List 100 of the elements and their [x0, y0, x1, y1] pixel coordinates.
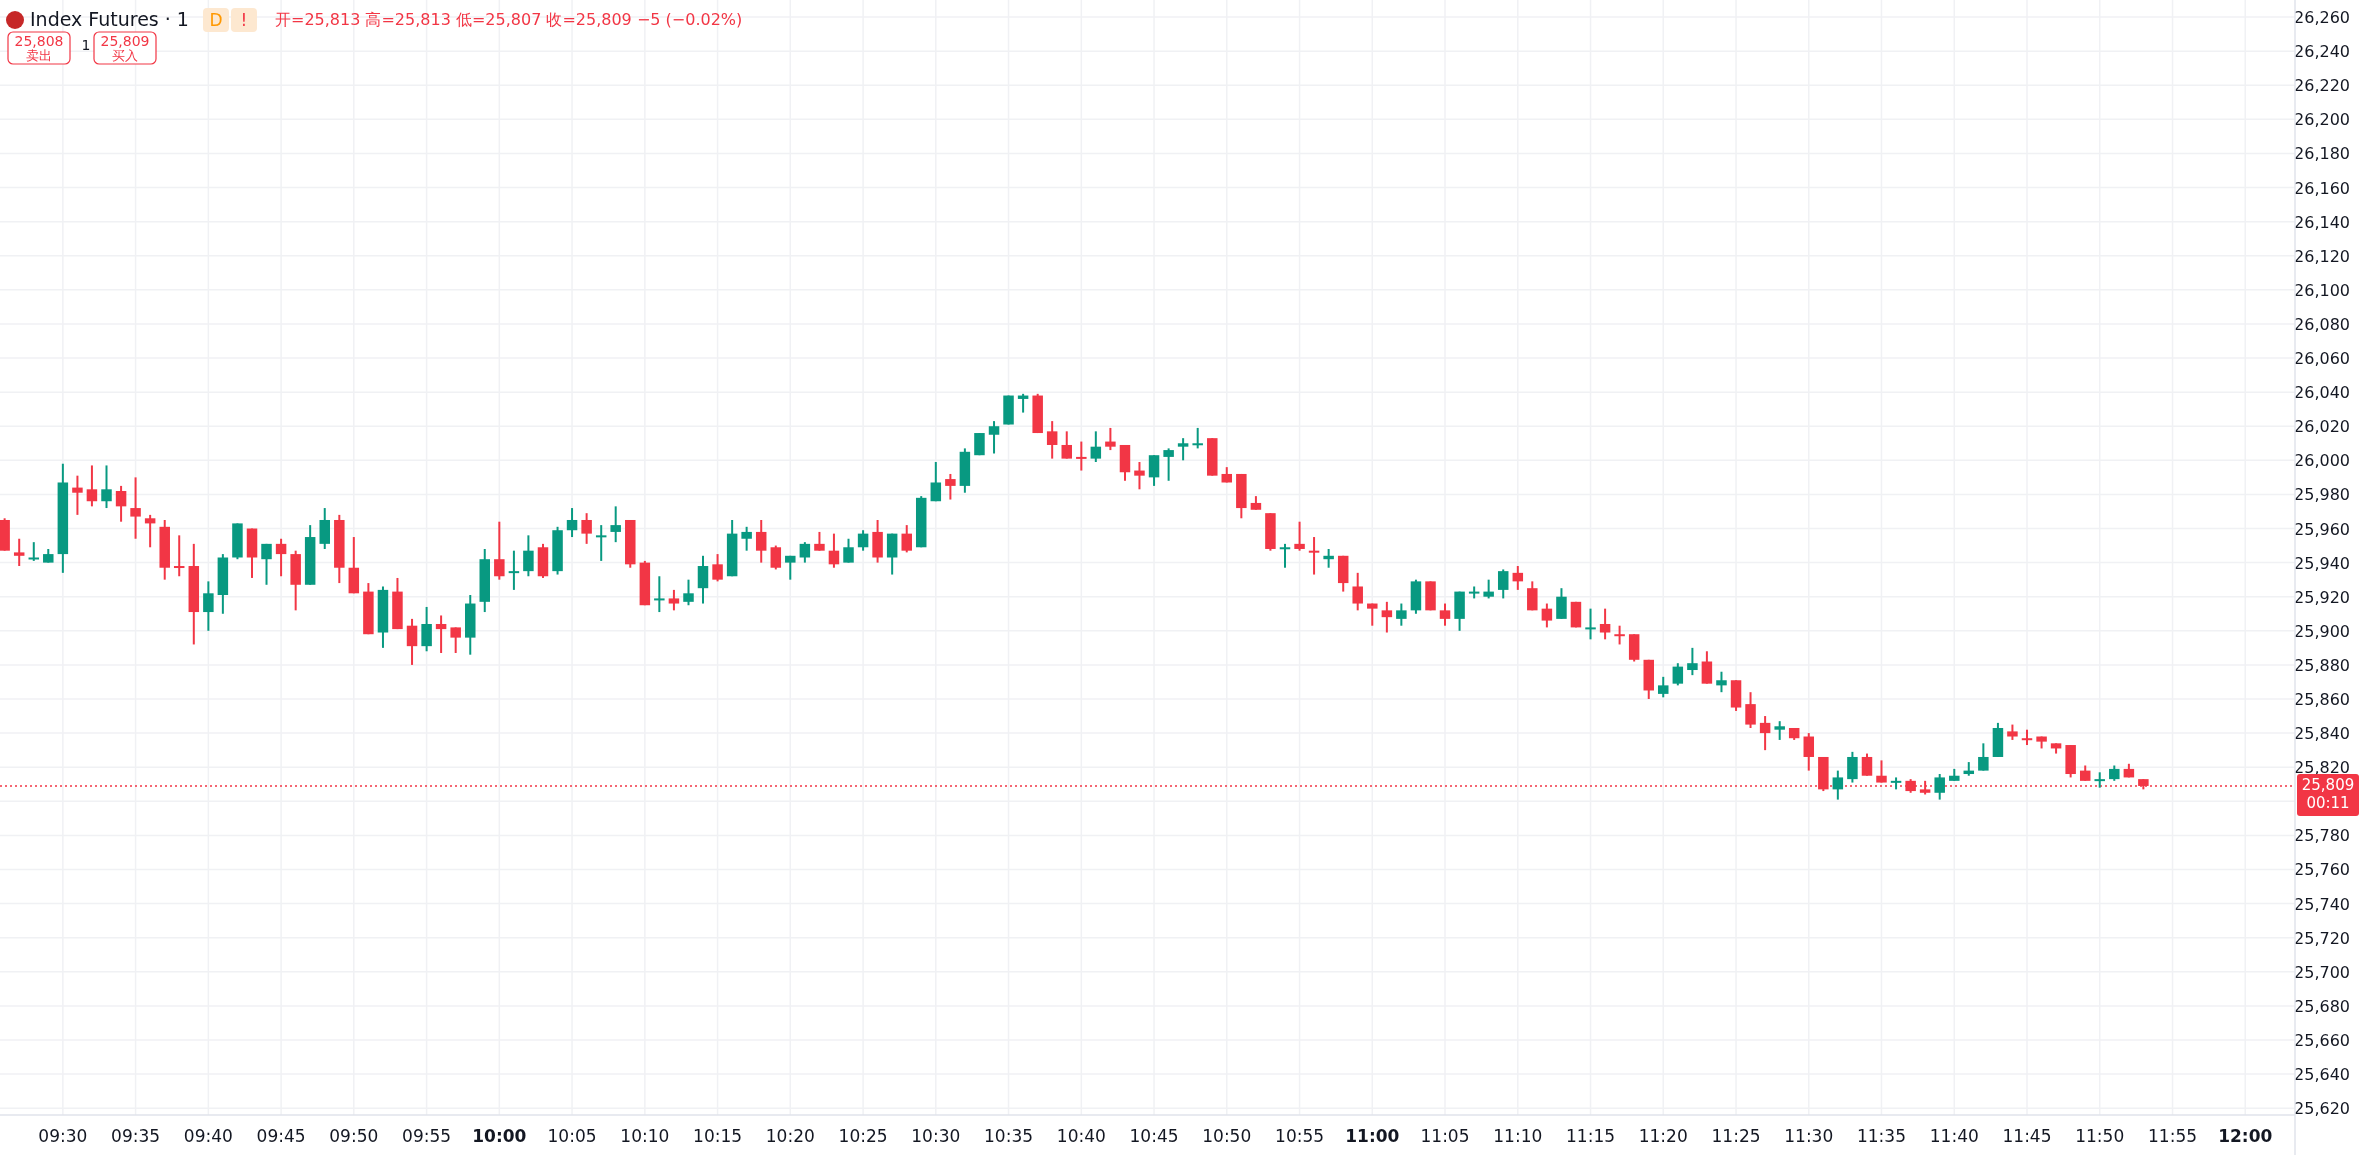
y-tick-label: 26,060 [2294, 349, 2350, 369]
y-tick-label: 25,900 [2294, 621, 2350, 641]
candlestick [988, 420, 1000, 455]
x-tick-label: 11:25 [1711, 1126, 1761, 1146]
y-tick-label: 26,240 [2294, 42, 2350, 62]
x-tick-label: 11:20 [1638, 1126, 1688, 1146]
y-tick-label: 26,180 [2294, 144, 2350, 164]
candlestick [1657, 675, 1669, 699]
candlestick [566, 507, 578, 539]
candlestick [697, 554, 709, 605]
x-tick-label: 11:45 [2002, 1126, 2052, 1146]
y-tick-label: 26,200 [2294, 110, 2350, 130]
x-tick-label: 09:35 [111, 1126, 161, 1146]
candlestick [203, 580, 214, 632]
candlestick [1090, 430, 1102, 464]
y-tick-label: 25,860 [2294, 690, 2350, 710]
candlestick [1585, 607, 1596, 641]
x-tick-label: 10:55 [1275, 1126, 1325, 1146]
candlestick [144, 513, 156, 549]
candlestick [72, 474, 83, 516]
y-tick-label: 25,940 [2294, 553, 2350, 573]
candlestick [101, 464, 112, 510]
y-tick-label: 25,700 [2294, 962, 2350, 982]
candlestick [1745, 691, 1756, 729]
x-tick-label: 11:10 [1493, 1126, 1543, 1146]
candlestick [1177, 437, 1189, 462]
candlestick [814, 530, 825, 552]
candlestick [1759, 715, 1771, 752]
chart-title: Index Futures · 1 [30, 8, 189, 30]
ref-line-label: 25,809 00:11 [2301, 775, 2355, 812]
x-tick-label: 10:45 [1129, 1126, 1179, 1146]
y-tick-label: 25,920 [2294, 587, 2350, 607]
candlestick [450, 626, 461, 654]
candlestick [1076, 440, 1087, 472]
x-tick-label: 11:30 [1784, 1126, 1834, 1146]
candlestick [1934, 773, 1945, 801]
y-tick-label: 26,080 [2294, 314, 2350, 334]
x-tick-label: 10:05 [547, 1126, 597, 1146]
candlestick [1497, 568, 1509, 600]
candlestick [1876, 759, 1887, 784]
candlestick [1148, 454, 1160, 487]
y-tick-label: 26,220 [2294, 76, 2350, 96]
candlestick [1803, 732, 1815, 772]
x-tick-label: 10:30 [911, 1126, 961, 1146]
y-tick-label: 25,780 [2294, 826, 2350, 846]
candlestick [1978, 742, 1989, 772]
y-tick-label: 26,140 [2294, 212, 2350, 232]
y-tick-label: 25,640 [2294, 1065, 2350, 1085]
x-tick-label: 11:15 [1566, 1126, 1616, 1146]
candlestick [13, 537, 25, 568]
candlestick [28, 541, 40, 562]
x-tick-label: 09:40 [183, 1126, 233, 1146]
x-tick-label: 10:40 [1056, 1126, 1106, 1146]
candlestick [1352, 571, 1363, 612]
x-tick-label: 12:00 [2218, 1126, 2273, 1146]
candlestick [1046, 420, 1058, 460]
candlestick [828, 532, 840, 569]
candlestick [668, 588, 680, 612]
annotation: 1 [81, 37, 91, 53]
candlestick [712, 553, 723, 583]
candlestick [741, 525, 752, 552]
candlestick [508, 549, 520, 591]
candlestick [1294, 520, 1305, 552]
candlestick [930, 461, 942, 503]
candlestick [1614, 624, 1625, 646]
candlestick [1774, 720, 1785, 741]
y-tick-label: 25,880 [2294, 655, 2350, 675]
candlestick [1701, 650, 1713, 685]
annotation: 25,809 买入 [100, 33, 150, 63]
candlestick [857, 529, 869, 552]
x-tick-label: 11:05 [1420, 1126, 1470, 1146]
candlestick [173, 534, 185, 578]
x-tick-label: 11:35 [1856, 1126, 1906, 1146]
candlestick [1483, 578, 1494, 600]
candlestick [1832, 769, 1844, 801]
candlestick [523, 534, 534, 578]
y-tick-label: 25,960 [2294, 519, 2350, 539]
candlestick [1672, 662, 1684, 687]
candlestick [755, 518, 767, 564]
candlestick [421, 605, 432, 653]
x-tick-label: 10:00 [472, 1126, 527, 1146]
candlestick [1512, 565, 1524, 591]
candlestick [1541, 602, 1553, 629]
x-tick-label: 09:50 [329, 1126, 379, 1146]
x-tick-label: 11:55 [2148, 1126, 2198, 1146]
y-tick-label: 25,620 [2294, 1099, 2350, 1119]
candlestick [843, 537, 854, 564]
candlestick [1716, 670, 1727, 694]
y-tick-label: 25,980 [2294, 485, 2350, 505]
candlestick [1599, 607, 1611, 641]
x-tick-label: 10:15 [693, 1126, 743, 1146]
candlestick [86, 464, 98, 508]
candlestick [261, 542, 272, 586]
candlestick [654, 575, 665, 614]
y-tick-label: 26,260 [2294, 8, 2350, 28]
text: 开=25,813 高=25,813 低=25,807 收=25,809 −5 (−0.02%) [274, 10, 743, 29]
candlestick [1847, 750, 1858, 784]
candlestick [1861, 752, 1873, 777]
y-tick-label: 25,720 [2294, 928, 2350, 948]
x-tick-label: 09:55 [402, 1126, 452, 1146]
